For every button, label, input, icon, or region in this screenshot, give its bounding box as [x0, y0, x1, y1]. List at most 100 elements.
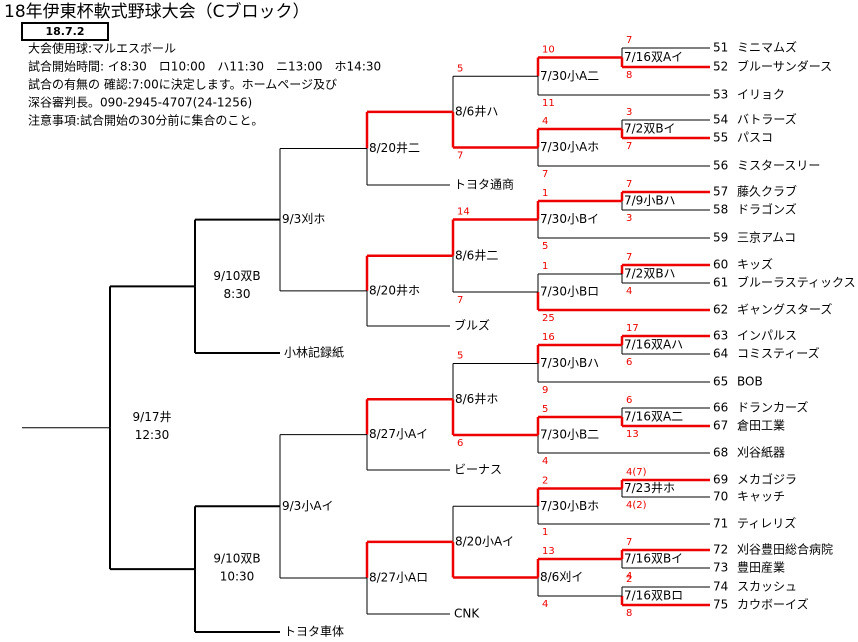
score: 13 [542, 546, 555, 557]
match-label: 7/16双Bイ [624, 552, 683, 566]
score: 7 [457, 151, 463, 162]
score: 5 [457, 351, 463, 362]
seed-team: ブルズ [454, 318, 490, 333]
score: 13 [626, 429, 639, 440]
match-label: 8/20井ホ [369, 283, 420, 297]
team-number: 70 [713, 490, 728, 504]
score: 7 [626, 35, 632, 46]
team-name: ブルーサンダース [737, 59, 832, 74]
info-line: 深谷審判長。090-2945-4707(24-1256) [28, 95, 252, 110]
score: 3 [626, 213, 632, 224]
team-number: 60 [713, 258, 728, 272]
team-name: インパルス [737, 329, 797, 343]
match-label: 7/30小Bハ [540, 356, 599, 370]
score: 7 [457, 295, 463, 306]
title: 18年伊東杯軟式野球大会（Cブロック） [4, 1, 310, 22]
date-box [21, 22, 109, 41]
team-number: 52 [713, 60, 728, 74]
score: 9 [542, 385, 548, 396]
match-label: 7/30小A二 [540, 69, 599, 83]
team-name: パスコ [737, 131, 773, 145]
team-number: 68 [713, 446, 728, 460]
score: 1 [542, 527, 548, 538]
team-number: 53 [713, 88, 728, 102]
score: 4 [542, 599, 548, 610]
seed-team: トヨタ通商 [454, 177, 514, 192]
team-number: 71 [713, 517, 728, 531]
match-label: 8/20井二 [369, 141, 420, 155]
team-name: キッズ [737, 257, 773, 272]
match-label: 8/6井二 [455, 248, 498, 262]
score: 4 [542, 116, 548, 127]
seed-team: トヨタ車体 [284, 625, 344, 639]
team-name: ギャングスターズ [737, 302, 832, 317]
team-number: 54 [713, 113, 728, 127]
team-number: 74 [713, 580, 728, 594]
team-number: 67 [713, 419, 728, 433]
team-number: 56 [713, 159, 728, 173]
score: 4 [626, 571, 632, 582]
match-label: 8/6井ホ [455, 392, 498, 406]
team-name: 刈谷紙器 [737, 445, 785, 460]
team-name: キャッチ [737, 490, 785, 504]
match-time: 10:30 [220, 570, 255, 584]
match-label: 7/2双Bハ [624, 267, 676, 281]
match-label: 7/16双Bロ [624, 589, 683, 603]
match-label: 9/3小Aイ [282, 499, 334, 513]
team-name: 倉田工業 [737, 418, 785, 433]
score: 6 [626, 357, 632, 368]
match-label: 7/30小Bイ [540, 212, 599, 226]
score: 7 [542, 169, 548, 180]
score: 14 [457, 207, 470, 218]
team-name: ティレリズ [737, 516, 796, 531]
match-label: 8/27小Aロ [369, 570, 428, 584]
team-number: 66 [713, 401, 728, 415]
score: 25 [542, 313, 555, 324]
team-number: 63 [713, 329, 728, 343]
score: 4 [626, 286, 632, 297]
team-number: 51 [713, 41, 728, 55]
team-number: 57 [713, 185, 728, 199]
match-label: 7/16双A二 [624, 410, 683, 424]
team-number: 72 [713, 543, 728, 557]
match-time: 8:30 [224, 287, 251, 301]
team-name: 三京アムコ [737, 231, 796, 245]
info-line: 試合の有無の 確認:7:00に決定します。ホームページ及び [28, 77, 337, 92]
team-name: バトラーズ [737, 112, 797, 127]
seed-team: 小林記録紙 [284, 345, 344, 360]
score: 6 [626, 395, 632, 406]
score: 16 [542, 332, 555, 343]
score: 7 [626, 141, 632, 152]
score: 5 [457, 63, 463, 74]
score: 11 [542, 98, 555, 109]
match-label: 8/6刈イ [540, 570, 583, 584]
match-label: 9/17井 [133, 410, 172, 424]
info-line: 大会使用球:マルエスボール [28, 41, 176, 56]
score: 4(2) [626, 500, 647, 511]
team-number: 73 [713, 561, 728, 575]
score: 3 [626, 107, 632, 118]
score: 7 [626, 537, 632, 548]
team-name: ドラゴンズ [737, 202, 797, 217]
seed-team: CNK [454, 607, 480, 621]
match-label: 7/30小Bホ [540, 499, 599, 513]
date: 18.7.2 [46, 25, 85, 38]
team-name: 豊田産業 [737, 560, 785, 575]
info-line: 注意事項:試合開始の30分前に集合のこと。 [28, 113, 263, 128]
match-label: 9/10双B [213, 269, 260, 283]
team-number: 65 [713, 375, 728, 389]
score: 4 [542, 456, 548, 467]
score: 10 [542, 45, 555, 56]
team-name: コミスティーズ [737, 346, 820, 361]
match-label: 8/20小Aイ [455, 534, 514, 548]
match-label: 9/3刈ホ [282, 212, 325, 226]
score: 5 [542, 404, 548, 415]
team-name: ミニマムズ [737, 40, 797, 55]
team-name: メカゴジラ [737, 472, 797, 487]
team-number: 59 [713, 231, 728, 245]
match-label: 7/30小Bロ [540, 285, 599, 299]
score: 2 [542, 476, 548, 487]
team-number: 69 [713, 473, 728, 487]
